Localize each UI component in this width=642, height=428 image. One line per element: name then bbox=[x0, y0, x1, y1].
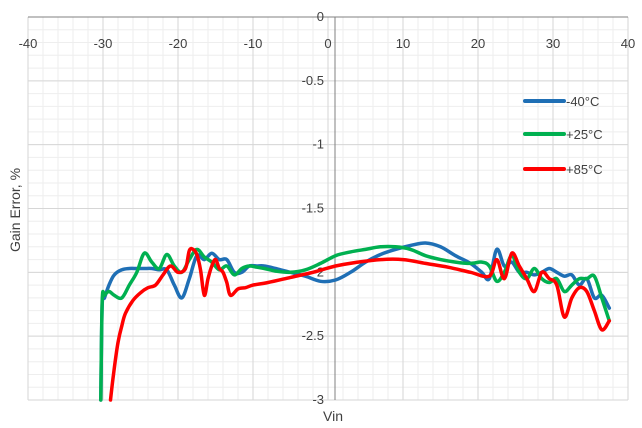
legend-label: +85°C bbox=[566, 162, 603, 177]
y-tick-label: -2.5 bbox=[302, 328, 324, 343]
x-tick-label: 10 bbox=[396, 36, 410, 51]
series-line-0 bbox=[99, 241, 612, 402]
x-axis-title: Vin bbox=[323, 408, 343, 424]
y-tick-label: -3 bbox=[312, 392, 324, 407]
x-tick-label: 40 bbox=[621, 36, 635, 51]
y-tick-label: 0 bbox=[317, 9, 324, 24]
y-tick-labels: 0-0.5-1-1.5-2-2.5-3 bbox=[302, 9, 324, 407]
y-tick-label: -1.5 bbox=[302, 201, 324, 216]
y-tick-label: -0.5 bbox=[302, 73, 324, 88]
x-tick-label: -20 bbox=[169, 36, 188, 51]
axes bbox=[28, 16, 628, 400]
x-tick-label: 0 bbox=[324, 36, 331, 51]
y-tick-label: -1 bbox=[312, 137, 324, 152]
major-gridlines bbox=[27, 16, 629, 401]
x-tick-labels: -40 -30 -20 -10 0 10 20 30 40 bbox=[19, 36, 636, 51]
x-tick-label: -30 bbox=[94, 36, 113, 51]
series-line-2 bbox=[108, 246, 612, 402]
legend-label: +25°C bbox=[566, 127, 603, 142]
y-axis-title: Gain Error, % bbox=[7, 168, 23, 252]
x-tick-label: 20 bbox=[471, 36, 485, 51]
x-tick-label: -40 bbox=[19, 36, 38, 51]
legend-label: -40°C bbox=[566, 94, 599, 109]
x-tick-label: 30 bbox=[546, 36, 560, 51]
series-lines bbox=[99, 241, 612, 402]
x-tick-label: -10 bbox=[244, 36, 263, 51]
legend: -40°C +25°C +85°C bbox=[523, 94, 603, 177]
